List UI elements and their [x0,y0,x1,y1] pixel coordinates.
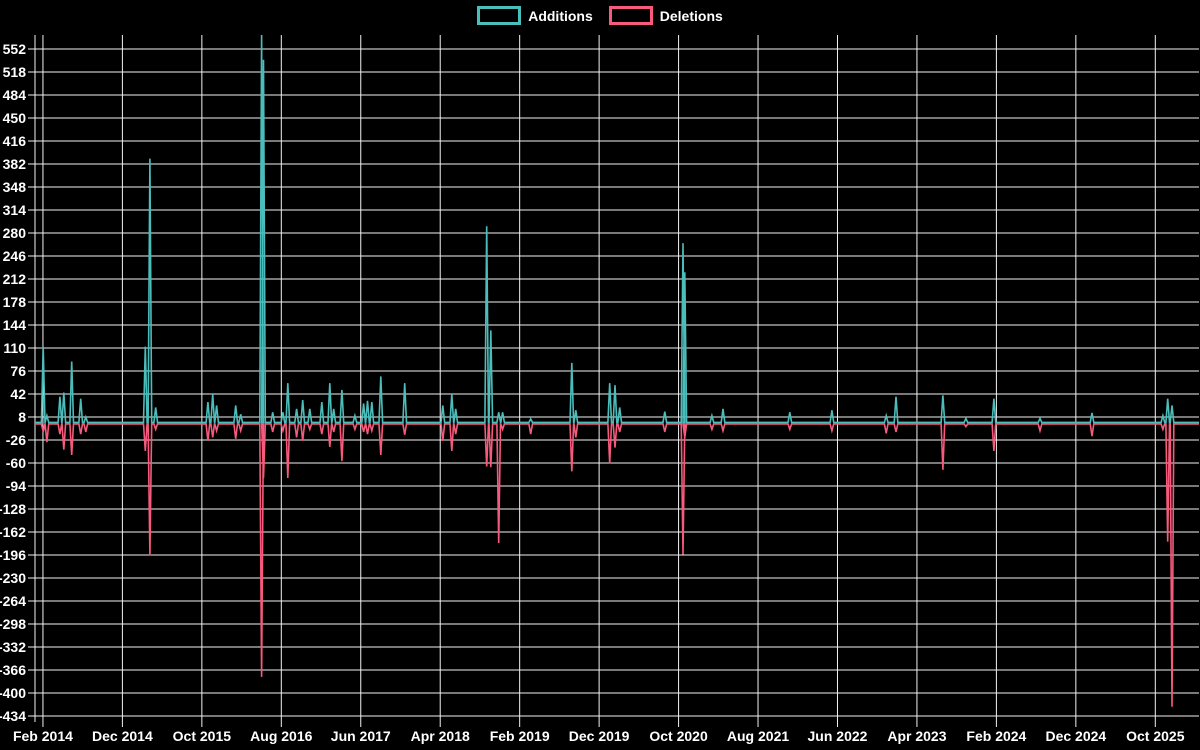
legend-item-deletions[interactable]: Deletions [608,6,723,25]
svg-text:Feb 2024: Feb 2024 [966,728,1026,744]
svg-text:314: 314 [3,202,27,218]
svg-text:Apr 2018: Apr 2018 [411,728,470,744]
deletions-line [35,423,1199,707]
svg-text:-332: -332 [0,639,26,655]
svg-text:552: 552 [3,41,27,57]
svg-text:Oct 2015: Oct 2015 [173,728,232,744]
svg-text:382: 382 [3,156,27,172]
svg-text:Feb 2019: Feb 2019 [490,728,550,744]
svg-text:-434: -434 [0,708,26,724]
additions-line [35,35,1199,424]
svg-text:450: 450 [3,110,27,126]
svg-text:110: 110 [3,340,26,356]
svg-text:416: 416 [3,133,27,149]
legend-item-additions[interactable]: Additions [477,6,593,25]
legend-label-additions: Additions [528,7,593,24]
svg-text:Aug 2016: Aug 2016 [250,728,312,744]
additions-color-swatch-icon [477,6,522,25]
svg-text:-162: -162 [0,524,26,540]
svg-text:Oct 2025: Oct 2025 [1126,728,1185,744]
svg-text:Oct 2020: Oct 2020 [649,728,708,744]
svg-text:Dec 2019: Dec 2019 [569,728,630,744]
svg-text:Dec 2014: Dec 2014 [92,728,153,744]
svg-text:-60: -60 [6,455,26,471]
svg-text:Dec 2024: Dec 2024 [1045,728,1106,744]
svg-text:-264: -264 [0,593,26,609]
svg-text:212: 212 [3,271,27,287]
svg-text:-230: -230 [0,570,26,586]
svg-text:Apr 2023: Apr 2023 [887,728,946,744]
svg-text:-298: -298 [0,616,26,632]
deletions-color-swatch-icon [608,6,653,25]
svg-text:-26: -26 [6,432,26,448]
svg-text:Aug 2021: Aug 2021 [727,728,789,744]
svg-text:348: 348 [3,179,27,195]
svg-text:280: 280 [3,225,27,241]
svg-text:Feb 2014: Feb 2014 [13,728,73,744]
svg-text:Jun 2022: Jun 2022 [808,728,868,744]
svg-text:-366: -366 [0,662,26,678]
svg-text:42: 42 [10,386,26,402]
svg-text:518: 518 [3,64,27,80]
svg-text:178: 178 [3,294,27,310]
svg-text:484: 484 [3,87,27,103]
svg-text:-128: -128 [0,501,26,517]
svg-text:-196: -196 [0,547,26,563]
svg-text:-94: -94 [6,478,26,494]
svg-text:246: 246 [3,248,27,264]
chart-legend: Additions Deletions [0,6,1200,25]
svg-text:Jun 2017: Jun 2017 [331,728,391,744]
svg-text:8: 8 [18,409,26,425]
legend-label-deletions: Deletions [659,7,723,24]
svg-text:76: 76 [10,363,26,379]
svg-text:144: 144 [3,317,27,333]
svg-text:-400: -400 [0,685,26,701]
